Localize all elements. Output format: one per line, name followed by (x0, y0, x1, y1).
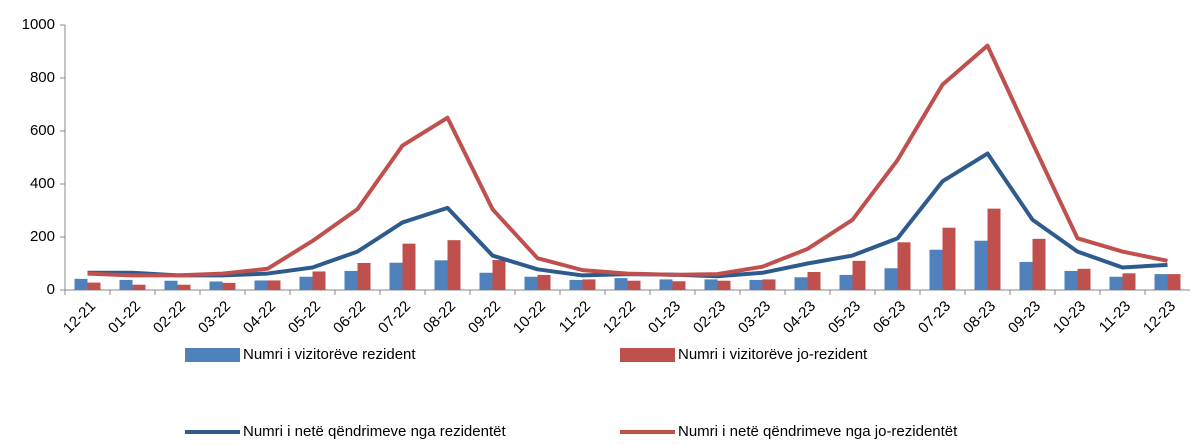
x-tick-label: 11-23 (1096, 298, 1134, 336)
x-tick-label: 06-23 (870, 298, 909, 337)
bar (1154, 274, 1168, 290)
bar (1109, 276, 1123, 290)
legend-label: Numri i netë qëndrimeve nga rezidentët (243, 423, 506, 440)
y-tick-label: 1000 (22, 16, 55, 33)
y-tick-label: 0 (47, 281, 55, 298)
bar (614, 278, 628, 290)
bar (852, 260, 866, 290)
x-tick-label: 09-22 (465, 298, 504, 337)
bar (447, 240, 461, 290)
bar (749, 279, 763, 290)
bar (222, 282, 236, 290)
x-tick-label: 04-22 (240, 298, 279, 337)
bar (897, 242, 911, 290)
bar (582, 279, 596, 290)
bar (717, 280, 731, 290)
x-tick-label: 08-22 (420, 298, 459, 337)
bar (164, 280, 178, 290)
bar (839, 274, 853, 290)
bar (132, 284, 146, 290)
x-tick-label: 01-23 (645, 298, 684, 337)
bar (74, 278, 88, 290)
line (87, 43, 1168, 278)
bar (267, 280, 281, 290)
x-tick-label: 06-22 (330, 298, 369, 337)
bar (357, 262, 371, 290)
bar (344, 270, 358, 290)
bar (389, 262, 403, 290)
bar (627, 280, 641, 290)
bar (704, 279, 718, 290)
x-tick-label: 11-22 (556, 298, 594, 336)
bar (1077, 268, 1091, 290)
bar (1019, 261, 1033, 290)
bar (987, 208, 1001, 290)
x-tick-label: 03-22 (195, 298, 234, 337)
bar (794, 277, 808, 290)
bar (762, 279, 776, 290)
bar (659, 279, 673, 290)
bar (402, 243, 416, 290)
bar (537, 274, 551, 290)
bar (254, 280, 268, 290)
bar (492, 260, 506, 290)
legend-swatch (185, 348, 240, 362)
bar (434, 260, 448, 290)
x-tick-label: 12-22 (600, 298, 639, 337)
bar (974, 240, 988, 290)
bar (119, 279, 133, 290)
bar (1122, 273, 1136, 290)
x-tick-label: 04-23 (780, 298, 819, 337)
x-tick-label: 01-22 (105, 298, 144, 337)
x-tick-label: 02-23 (690, 298, 729, 337)
bar (1167, 274, 1181, 290)
x-tick-label: 07-22 (375, 298, 414, 337)
line (87, 151, 1168, 279)
bar (942, 227, 956, 290)
x-tick-label: 12-21 (60, 298, 99, 337)
bar (807, 271, 821, 290)
bar (209, 281, 223, 290)
bar (569, 279, 583, 290)
bar (299, 276, 313, 290)
x-tick-label: 05-22 (285, 298, 324, 337)
x-tick-label: 07-23 (915, 298, 954, 337)
bar (929, 249, 943, 290)
bar (524, 276, 538, 290)
bar (312, 271, 326, 290)
bar (87, 282, 101, 290)
y-tick-label: 600 (30, 122, 55, 139)
y-tick-label: 800 (30, 69, 55, 86)
bar (479, 272, 493, 290)
x-tick-label: 09-23 (1005, 298, 1044, 337)
x-tick-label: 08-23 (960, 298, 999, 337)
bar (1032, 238, 1046, 290)
x-tick-label: 10-22 (510, 298, 549, 337)
bar (177, 284, 191, 290)
x-tick-label: 03-23 (735, 298, 774, 337)
bar (672, 281, 686, 290)
x-tick-label: 12-23 (1140, 298, 1179, 337)
x-tick-label: 05-23 (825, 298, 864, 337)
legend-label: Numri i vizitorëve rezident (243, 346, 416, 363)
bar (1064, 270, 1078, 290)
bar (884, 268, 898, 290)
x-tick-label: 10-23 (1050, 298, 1089, 337)
y-tick-label: 200 (30, 228, 55, 245)
x-tick-label: 02-22 (150, 298, 189, 337)
legend-label: Numri i vizitorëve jo-rezident (678, 346, 868, 363)
y-tick-label: 400 (30, 175, 55, 192)
legend-swatch (620, 348, 675, 362)
legend-label: Numri i netë qëndrimeve nga jo-rezidentë… (678, 423, 958, 440)
